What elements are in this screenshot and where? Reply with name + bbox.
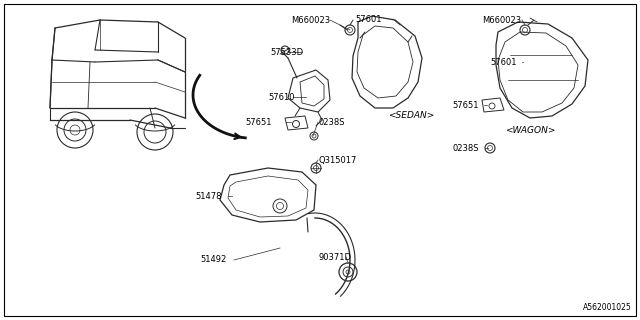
Text: 57533D: 57533D bbox=[270, 47, 303, 57]
Text: 51492: 51492 bbox=[200, 255, 227, 265]
Text: 90371D: 90371D bbox=[318, 252, 351, 261]
Text: M660023: M660023 bbox=[482, 15, 521, 25]
Text: M660023: M660023 bbox=[291, 15, 330, 25]
Text: <WAGON>: <WAGON> bbox=[505, 125, 556, 134]
Text: <SEDAN>: <SEDAN> bbox=[388, 110, 435, 119]
Text: 57610: 57610 bbox=[268, 92, 294, 101]
Text: 51478: 51478 bbox=[195, 191, 221, 201]
Text: 0238S: 0238S bbox=[318, 117, 344, 126]
Text: 57601: 57601 bbox=[490, 58, 516, 67]
Text: 57651: 57651 bbox=[452, 100, 479, 109]
Text: 57601: 57601 bbox=[355, 14, 381, 23]
Text: 57651: 57651 bbox=[245, 117, 271, 126]
Text: A562001025: A562001025 bbox=[583, 303, 632, 312]
Text: Q315017: Q315017 bbox=[318, 156, 356, 164]
Text: 0238S: 0238S bbox=[452, 143, 479, 153]
